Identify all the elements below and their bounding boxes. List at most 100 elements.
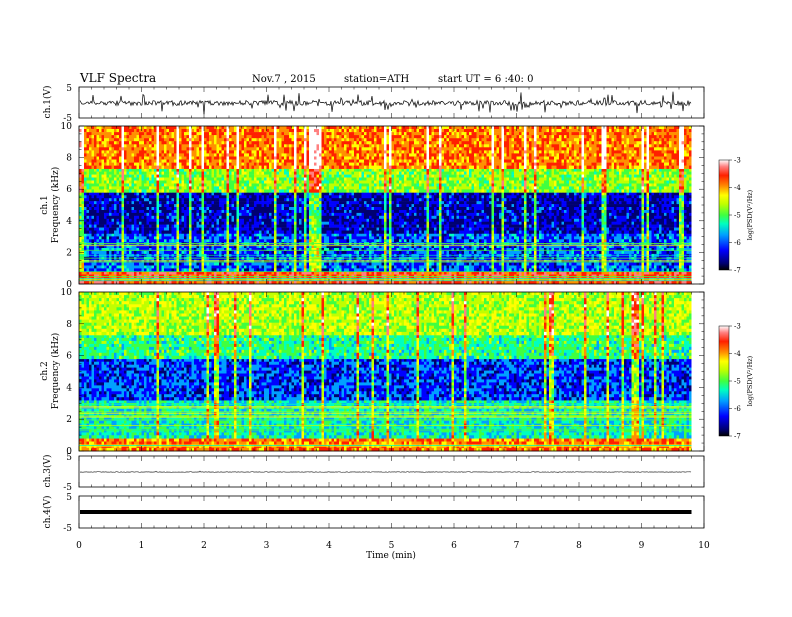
spectrogram-cell xyxy=(79,263,82,266)
vlf-spectra-figure: VLF Spectra Nov.7 , 2015 station=ATH sta… xyxy=(0,0,792,612)
spectrogram-cell xyxy=(119,239,122,242)
spectrogram-cell xyxy=(89,239,92,242)
spectrogram-cell xyxy=(94,260,97,263)
spectrogram-cell xyxy=(147,248,150,251)
spectrogram-cell xyxy=(139,260,142,263)
spectrogram-cell xyxy=(142,263,145,266)
spectrogram-cell xyxy=(109,239,112,242)
spectrogram-cell xyxy=(114,266,117,269)
spectrogram-cell xyxy=(117,248,120,251)
spectrogram-cell xyxy=(119,251,122,254)
spectrogram-cell xyxy=(112,233,115,236)
spectrogram-cell xyxy=(92,266,95,269)
spectrogram-cell xyxy=(149,251,152,254)
spectrogram-cell xyxy=(129,263,132,266)
ch1-spectrogram-image xyxy=(79,126,704,284)
spectrogram-cell xyxy=(139,251,142,254)
spectrogram-cell xyxy=(134,236,137,239)
spectrogram-cell xyxy=(97,251,100,254)
spectrogram-cell xyxy=(107,233,110,236)
spectrogram-cell xyxy=(149,236,152,239)
ch1-wave-ylabel: ch.1(V) xyxy=(42,86,53,119)
date-label: Nov.7 , 2015 xyxy=(252,74,316,85)
spectrogram-cell xyxy=(137,263,140,266)
spectrogram-cell xyxy=(132,251,135,254)
start-ut-label: start UT = 6 :40: 0 xyxy=(438,74,533,85)
spectrogram-cell xyxy=(117,266,120,269)
spectrogram-cell xyxy=(97,233,100,236)
spectrogram-cell xyxy=(89,263,92,266)
spectrogram-cell xyxy=(87,248,90,251)
spectrogram-cell xyxy=(84,233,87,236)
spectrogram-cell xyxy=(82,260,85,263)
spectrogram-cell xyxy=(87,233,90,236)
spectrogram-cell xyxy=(142,266,145,269)
spectrogram-cell xyxy=(134,248,137,251)
spectrogram-cell xyxy=(117,233,120,236)
spectrogram-cell xyxy=(124,268,127,271)
spectrogram-cell xyxy=(109,236,112,239)
spectrogram-cell xyxy=(114,236,117,239)
spectrogram-cell xyxy=(119,233,122,236)
spectrogram-cell xyxy=(99,248,102,251)
spectrogram-cell xyxy=(84,236,87,239)
spectrogram-cell xyxy=(124,248,127,251)
spectrogram-cell xyxy=(87,268,90,271)
spectrogram-cell xyxy=(129,260,132,263)
spectrogram-cell xyxy=(114,251,117,254)
spectrogram-cell xyxy=(147,268,150,271)
spectrogram-cell xyxy=(122,251,125,254)
spectrogram-cell xyxy=(89,233,92,236)
spectrogram-cell xyxy=(134,239,137,242)
spectrogram-cell xyxy=(84,251,87,254)
spectrogram-cell xyxy=(79,236,82,239)
spectrogram-cell xyxy=(122,236,125,239)
spectrogram-cell xyxy=(122,239,125,242)
spectrogram-cell xyxy=(134,263,137,266)
spectrogram-cell xyxy=(84,260,87,263)
spectrogram-cell xyxy=(97,268,100,271)
spectrogram-cell xyxy=(84,248,87,251)
spectrogram-cell xyxy=(134,268,137,271)
spectrogram-cell xyxy=(144,268,147,271)
spectrogram-cell xyxy=(124,263,127,266)
spectrogram-cell xyxy=(122,260,125,263)
ch1-wave-xticks xyxy=(79,87,704,118)
spectrogram-cell xyxy=(112,268,115,271)
spectrogram-cell xyxy=(117,263,120,266)
spectrogram-cell xyxy=(139,233,142,236)
spectrogram-cell xyxy=(144,251,147,254)
spectrogram-cell xyxy=(114,239,117,242)
spectrogram-cell xyxy=(119,266,122,269)
spectrogram-cell xyxy=(99,266,102,269)
spectrogram-cell xyxy=(82,268,85,271)
spectrogram-cell xyxy=(137,233,140,236)
spectrogram-cell xyxy=(117,239,120,242)
spectrogram-cell xyxy=(104,260,107,263)
spectrogram-cell xyxy=(137,260,140,263)
spectrogram-cell xyxy=(97,263,100,266)
spectrogram-cell xyxy=(82,248,85,251)
spectrogram-cell xyxy=(92,260,95,263)
spectrogram-cell xyxy=(147,260,150,263)
spectrogram-cell xyxy=(124,236,127,239)
figure-svg: VLF Spectra Nov.7 , 2015 station=ATH sta… xyxy=(0,0,792,612)
spectrogram-cell xyxy=(97,236,100,239)
spectrogram-cell xyxy=(99,233,102,236)
spectrogram-cell xyxy=(94,268,97,271)
spectrogram-cell xyxy=(104,236,107,239)
spectrogram-cell xyxy=(92,268,95,271)
spectrogram-cell xyxy=(134,260,137,263)
spectrogram-cell xyxy=(129,251,132,254)
spectrogram-cell xyxy=(124,260,127,263)
spectrogram-cell xyxy=(107,260,110,263)
station-label: station=ATH xyxy=(344,74,410,85)
spectrogram-cell xyxy=(137,236,140,239)
spectrogram-cell xyxy=(87,236,90,239)
spectrogram-cell xyxy=(102,233,105,236)
spectrogram-cell xyxy=(89,236,92,239)
spectrogram-cell xyxy=(99,239,102,242)
spectrogram-cell xyxy=(84,266,87,269)
spectrogram-cell xyxy=(87,239,90,242)
